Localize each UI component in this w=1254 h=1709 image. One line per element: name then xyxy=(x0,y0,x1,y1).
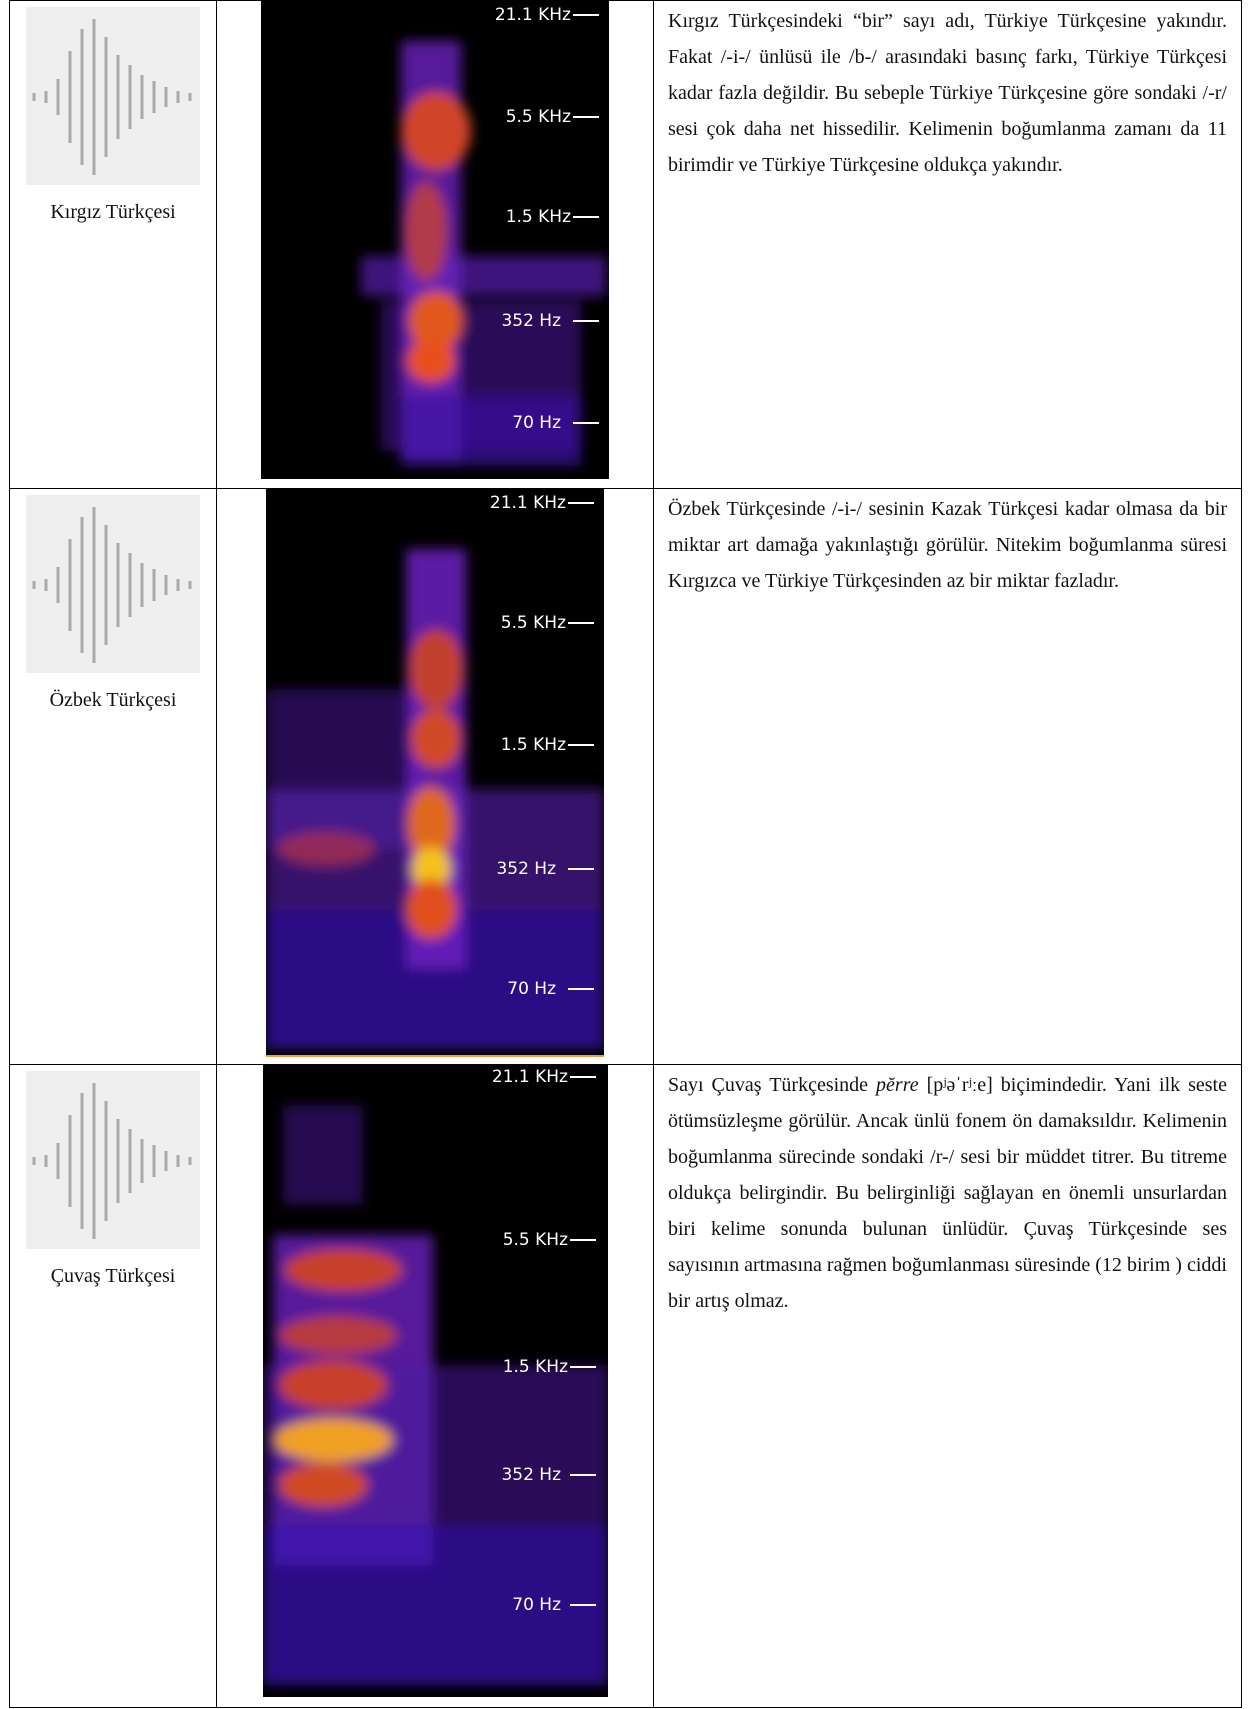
language-label: Kırgız Türkçesi xyxy=(50,201,176,223)
description-italic: pĕrre xyxy=(876,1074,919,1096)
language-label: Çuvaş Türkçesi xyxy=(50,1265,176,1287)
frequency-label: 5.5 KHz xyxy=(506,107,571,127)
frequency-label: 1.5 KHz xyxy=(502,1357,567,1377)
frequency-label: 21.1 KHz xyxy=(491,1067,567,1087)
frequency-label: 5.5 KHz xyxy=(502,1230,567,1250)
frequency-label: 70 Hz xyxy=(507,979,556,999)
frequency-label: 21.1 KHz xyxy=(495,5,571,25)
frequency-label: 70 Hz xyxy=(512,1595,561,1615)
comparison-table: Kırgız Türkçesi 21.1 KHz 5.5 KHz 1.5 KHz… xyxy=(9,0,1242,1708)
spectrogram-cell: 21.1 KHz 5.5 KHz 1.5 KHz 352 Hz 70 Hz xyxy=(216,0,654,489)
description-cell: Sayı Çuvaş Türkçesinde pĕrre [pʲəˈrʲːe] … xyxy=(653,1064,1242,1708)
language-label: Özbek Türkçesi xyxy=(49,689,177,711)
description-cell: Kırgız Türkçesindeki “bir” sayı adı, Tür… xyxy=(653,0,1242,489)
description: [pʲəˈrʲːe] biçimindedir. Yani ilk seste … xyxy=(668,1074,1227,1312)
frequency-label: 352 Hz xyxy=(501,311,561,331)
description-cell: Özbek Türkçesinde /-i-/ sesinin Kazak Tü… xyxy=(653,488,1242,1065)
language-cell: Özbek Türkçesi xyxy=(9,488,217,1065)
waveform-icon xyxy=(26,495,200,673)
description: Kırgız Türkçesindeki “bir” sayı adı, Tür… xyxy=(668,10,1227,176)
language-cell: Çuvaş Türkçesi xyxy=(9,1064,217,1708)
waveform-icon xyxy=(26,1071,200,1249)
frequency-label: 70 Hz xyxy=(512,413,561,433)
spectrogram: 21.1 KHz 5.5 KHz 1.5 KHz 352 Hz 70 Hz xyxy=(262,1065,608,1697)
waveform-icon xyxy=(26,7,200,185)
spectrogram: 21.1 KHz 5.5 KHz 1.5 KHz 352 Hz 70 Hz xyxy=(266,489,604,1057)
language-cell: Kırgız Türkçesi xyxy=(9,0,217,489)
frequency-label: 21.1 KHz xyxy=(490,493,566,513)
table-row: Özbek Türkçesi 21.1 KHz 5.5 KHz 1.5 KHz … xyxy=(9,488,1242,1065)
frequency-label: 5.5 KHz xyxy=(501,613,566,633)
frequency-label: 1.5 KHz xyxy=(506,207,571,227)
frequency-label: 1.5 KHz xyxy=(501,735,566,755)
table-row: Kırgız Türkçesi 21.1 KHz 5.5 KHz 1.5 KHz… xyxy=(9,0,1242,489)
frequency-label: 352 Hz xyxy=(501,1465,561,1485)
frequency-label: 352 Hz xyxy=(496,859,556,879)
spectrogram-cell: 21.1 KHz 5.5 KHz 1.5 KHz 352 Hz 70 Hz xyxy=(216,1064,654,1708)
spectrogram-cell: 21.1 KHz 5.5 KHz 1.5 KHz 352 Hz 70 Hz xyxy=(216,488,654,1065)
description: Sayı Çuvaş Türkçesinde xyxy=(668,1074,877,1096)
spectrogram: 21.1 KHz 5.5 KHz 1.5 KHz 352 Hz 70 Hz xyxy=(261,1,609,479)
table-row: Çuvaş Türkçesi 21.1 KHz 5.5 KHz 1.5 KHz … xyxy=(9,1064,1242,1708)
description: Özbek Türkçesinde /-i-/ sesinin Kazak Tü… xyxy=(668,498,1227,592)
